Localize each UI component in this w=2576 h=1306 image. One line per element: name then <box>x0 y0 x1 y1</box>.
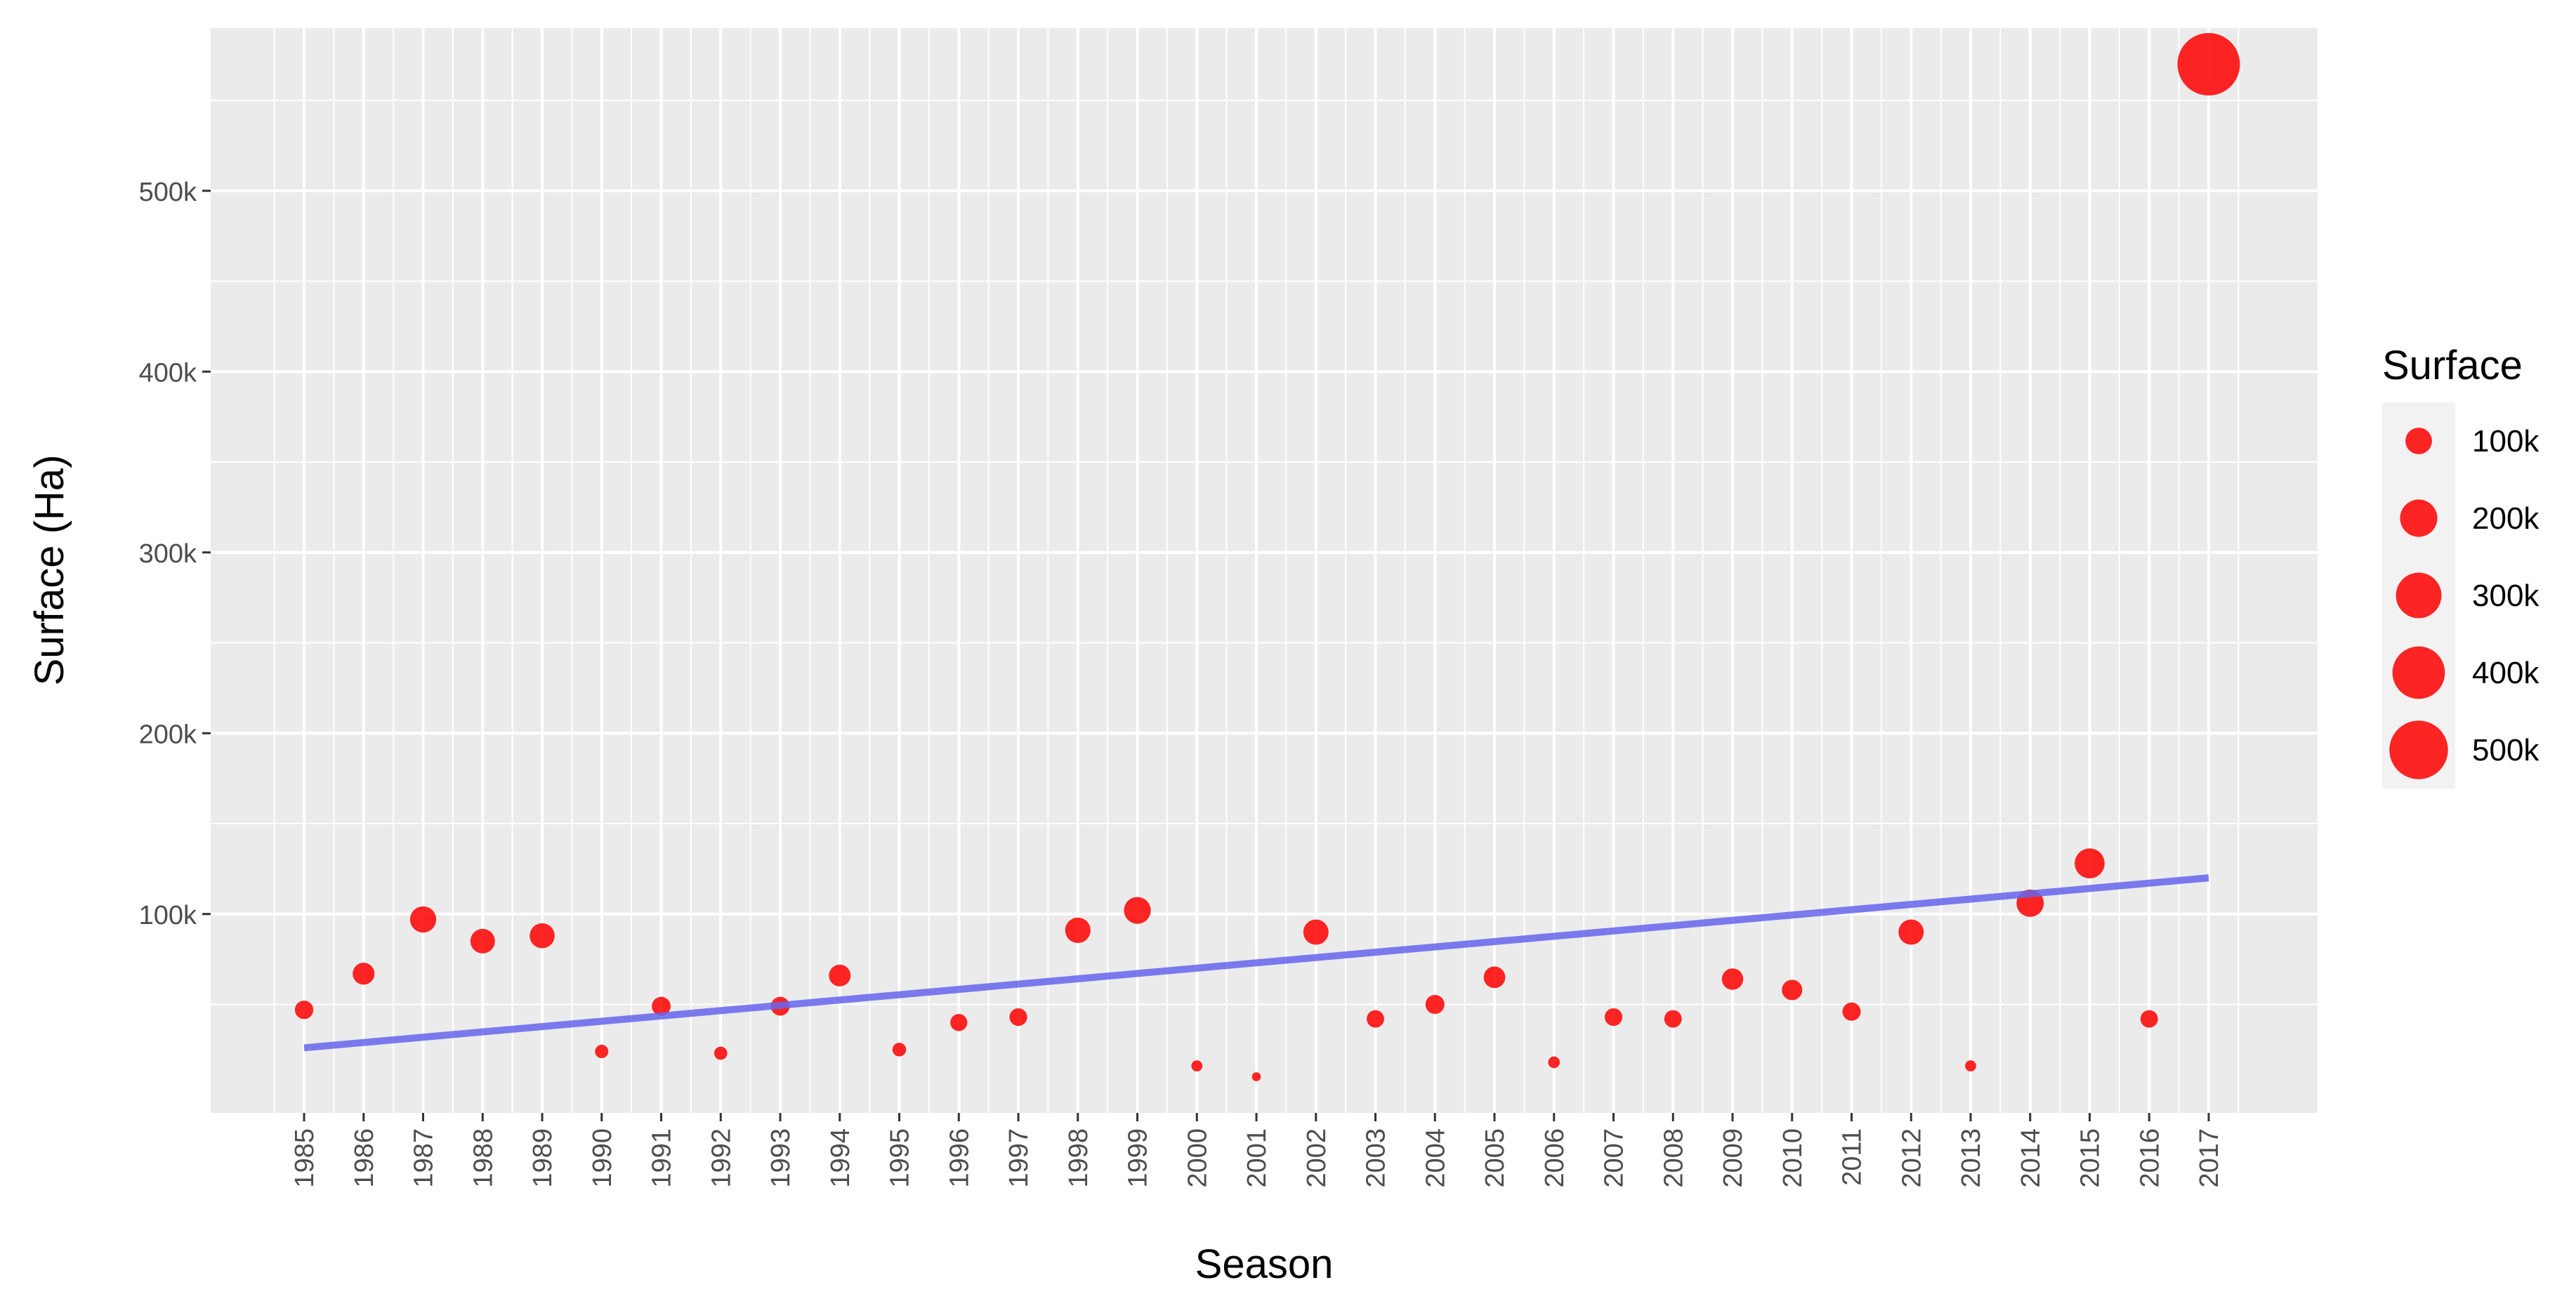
legend-symbol <box>2389 720 2448 779</box>
y-axis: 100k 200k 300k 400k 500k <box>139 178 211 930</box>
x-tick-label: 2001 <box>1242 1128 1272 1188</box>
data-point <box>1664 1010 1682 1028</box>
legend-symbol <box>2405 428 2432 454</box>
y-tick-label: 100k <box>139 901 197 930</box>
data-point <box>353 963 375 985</box>
x-tick-label: 1988 <box>468 1128 498 1188</box>
x-tick-label: 2004 <box>1421 1128 1450 1188</box>
x-tick-label: 1996 <box>945 1128 974 1188</box>
x-tick-label: 2000 <box>1183 1128 1212 1188</box>
x-tick-label: 1991 <box>648 1128 677 1188</box>
x-tick-label: 1994 <box>826 1128 855 1188</box>
x-axis: 1985 1986 1987 1988 1989 1990 1991 1992 1993 1994… <box>290 1113 2224 1188</box>
data-point <box>2075 848 2105 879</box>
x-tick-label: 2003 <box>1362 1128 1391 1188</box>
data-point <box>470 928 495 954</box>
legend-title: Surface <box>2382 343 2523 388</box>
data-point <box>1191 1060 1203 1071</box>
x-tick-label: 2012 <box>1897 1128 1926 1188</box>
data-point <box>1842 1002 1861 1021</box>
legend-label: 300k <box>2472 579 2539 613</box>
data-point <box>595 1044 609 1058</box>
x-tick-label: 1987 <box>409 1128 439 1188</box>
x-tick-label: 1999 <box>1124 1128 1153 1188</box>
x-tick-label: 2016 <box>2135 1128 2164 1188</box>
y-tick-label: 400k <box>139 358 197 388</box>
x-tick-label: 2008 <box>1659 1128 1688 1188</box>
legend-label: 400k <box>2472 656 2539 690</box>
x-tick-label: 2007 <box>1600 1128 1629 1188</box>
legend-label: 100k <box>2472 424 2539 459</box>
x-tick-label: 2011 <box>1838 1128 1867 1186</box>
data-point <box>1483 966 1506 989</box>
x-tick-label: 2005 <box>1480 1128 1510 1188</box>
data-point <box>1965 1060 1976 1071</box>
data-point <box>1425 994 1445 1015</box>
data-point <box>1303 919 1329 945</box>
grid-minor <box>211 28 2318 1113</box>
data-points <box>294 33 2240 1081</box>
x-tick-label: 2010 <box>1778 1128 1808 1188</box>
trend-line <box>303 874 2209 1052</box>
x-tick-label: 1989 <box>528 1128 558 1188</box>
y-tick-label: 300k <box>139 539 197 569</box>
data-point <box>714 1046 728 1060</box>
data-point <box>1898 919 1924 945</box>
x-tick-label: 1986 <box>350 1128 379 1188</box>
legend: Surface 100k 200k 300k 400k 500k <box>2382 343 2539 789</box>
x-tick-label: 1998 <box>1064 1128 1093 1188</box>
x-tick-label: 1997 <box>1004 1128 1034 1188</box>
data-point <box>1604 1008 1623 1027</box>
legend-symbol <box>2392 646 2445 699</box>
y-tick-label: 200k <box>139 720 197 749</box>
legend-symbol <box>2396 572 2442 619</box>
x-tick-label: 2013 <box>1957 1128 1986 1188</box>
x-tick-label: 1990 <box>588 1128 617 1188</box>
panel-background <box>211 28 2318 1113</box>
legend-symbol <box>2400 499 2438 537</box>
x-tick-label: 2006 <box>1540 1128 1570 1188</box>
x-tick-label: 1992 <box>707 1128 736 1188</box>
data-point <box>892 1043 907 1057</box>
data-point <box>829 964 851 987</box>
data-point <box>1251 1072 1261 1081</box>
x-tick-label: 1993 <box>766 1128 796 1188</box>
x-axis-title: Season <box>1195 1241 1334 1287</box>
data-point <box>530 923 555 949</box>
x-tick-label: 2009 <box>1719 1128 1748 1188</box>
data-point <box>1124 897 1151 924</box>
x-tick-label: 1985 <box>290 1128 320 1188</box>
legend-label: 200k <box>2472 501 2539 536</box>
data-point <box>294 1001 314 1020</box>
x-tick-label: 2017 <box>2195 1128 2224 1188</box>
y-tick-label: 500k <box>139 178 197 207</box>
x-tick-label: 1995 <box>886 1128 915 1188</box>
data-point <box>652 996 671 1016</box>
data-point <box>1721 968 1744 990</box>
data-point <box>2177 33 2240 95</box>
data-point <box>1782 980 1803 1001</box>
data-point <box>409 906 437 933</box>
data-point <box>1548 1056 1560 1069</box>
data-point <box>1009 1008 1027 1027</box>
x-tick-label: 2002 <box>1302 1128 1332 1188</box>
data-point <box>950 1014 968 1031</box>
data-point <box>2140 1010 2158 1028</box>
x-tick-label: 2014 <box>2016 1128 2046 1188</box>
data-point <box>1065 917 1091 944</box>
data-point <box>1367 1010 1384 1028</box>
legend-label: 500k <box>2472 733 2539 767</box>
x-tick-label: 2015 <box>2076 1128 2105 1188</box>
y-axis-title: Surface (Ha) <box>27 455 72 686</box>
